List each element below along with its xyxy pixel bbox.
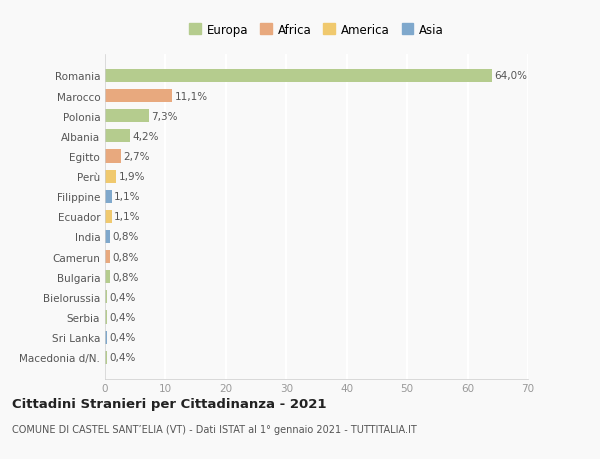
- Text: 1,1%: 1,1%: [114, 192, 140, 202]
- Text: 0,8%: 0,8%: [112, 232, 139, 242]
- Bar: [105, 190, 112, 203]
- Text: 0,8%: 0,8%: [112, 272, 139, 282]
- Text: 64,0%: 64,0%: [494, 71, 527, 81]
- Text: 1,1%: 1,1%: [114, 212, 140, 222]
- Bar: [105, 311, 107, 324]
- Bar: [105, 351, 107, 364]
- Text: 0,8%: 0,8%: [112, 252, 139, 262]
- Text: COMUNE DI CASTEL SANT’ELIA (VT) - Dati ISTAT al 1° gennaio 2021 - TUTTITALIA.IT: COMUNE DI CASTEL SANT’ELIA (VT) - Dati I…: [12, 425, 417, 435]
- Bar: [105, 331, 107, 344]
- Bar: [105, 230, 110, 243]
- Bar: [105, 271, 110, 284]
- Bar: [105, 90, 172, 103]
- Bar: [105, 130, 130, 143]
- Text: Cittadini Stranieri per Cittadinanza - 2021: Cittadini Stranieri per Cittadinanza - 2…: [12, 397, 326, 410]
- Text: 2,7%: 2,7%: [124, 151, 150, 162]
- Text: 7,3%: 7,3%: [152, 112, 178, 122]
- Bar: [105, 291, 107, 304]
- Legend: Europa, Africa, America, Asia: Europa, Africa, America, Asia: [184, 19, 449, 41]
- Bar: [105, 210, 112, 224]
- Bar: [105, 110, 149, 123]
- Bar: [105, 251, 110, 263]
- Text: 0,4%: 0,4%: [110, 292, 136, 302]
- Text: 0,4%: 0,4%: [110, 332, 136, 342]
- Text: 11,1%: 11,1%: [175, 91, 208, 101]
- Bar: [105, 70, 492, 83]
- Bar: [105, 150, 121, 163]
- Text: 0,4%: 0,4%: [110, 312, 136, 322]
- Text: 4,2%: 4,2%: [133, 132, 159, 141]
- Bar: [105, 170, 116, 183]
- Text: 1,9%: 1,9%: [119, 172, 145, 182]
- Text: 0,4%: 0,4%: [110, 353, 136, 363]
